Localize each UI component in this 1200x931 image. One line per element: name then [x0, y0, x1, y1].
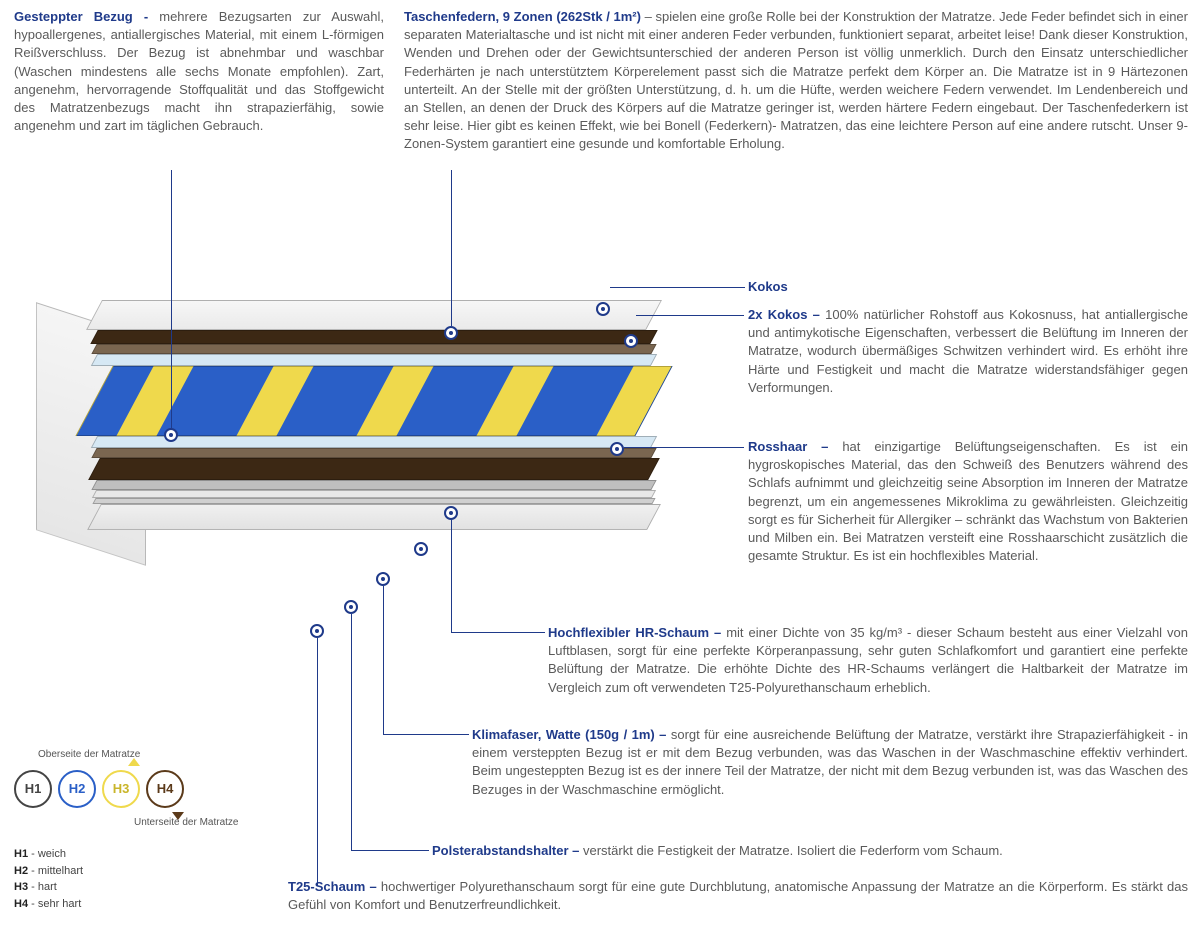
layer-hrfoam-top	[91, 354, 657, 366]
leader-polster-v	[351, 614, 352, 850]
hr-title: Hochflexibler HR-Schaum –	[548, 625, 726, 640]
springs-body: – spielen eine große Rolle bei der Konst…	[404, 9, 1188, 151]
hardness-l3-desc: - hart	[28, 881, 57, 893]
t25-title: T25-Schaum –	[288, 879, 381, 894]
layer-rosshaar-bottom	[91, 448, 656, 458]
hardness-l2: H2 - mittelhart	[14, 863, 274, 880]
hardness-h1-circle: H1	[14, 770, 52, 808]
marker-springs	[444, 326, 458, 340]
polster-body: verstärkt die Festigkeit der Matratze. I…	[583, 843, 1003, 858]
marker-polster	[344, 600, 358, 614]
leader-t25-v	[317, 638, 318, 886]
cover-description: Gesteppter Bezug - mehrere Bezugsarten z…	[14, 8, 384, 154]
top-row: Gesteppter Bezug - mehrere Bezugsarten z…	[0, 0, 1200, 154]
leader-klima-h	[383, 734, 469, 735]
hardness-h3-circle: H3	[102, 770, 140, 808]
cover-title: Gesteppter Bezug -	[14, 9, 159, 24]
hardness-list: H1 - weich H2 - mittelhart H3 - hart H4 …	[14, 846, 274, 912]
polster-title: Polsterabstandshalter –	[432, 843, 583, 858]
rosshaar-body: hat einzigartige Belüftungseigenschaften…	[748, 439, 1188, 563]
layer-kokos-top	[90, 330, 657, 344]
callout-t25: T25-Schaum – hochwertiger Polyurethansch…	[288, 878, 1188, 914]
callout-polster: Polsterabstandshalter – verstärkt die Fe…	[432, 842, 1188, 860]
klima-title: Klimafaser, Watte (150g / 1m) –	[472, 727, 671, 742]
leader-rosshaar	[624, 447, 744, 448]
mattress-diagram	[14, 210, 734, 670]
rosshaar-title: Rosshaar –	[748, 439, 842, 454]
springs-title: Taschenfedern, 9 Zonen (262Stk / 1m²)	[404, 9, 641, 24]
leader-polster-h	[351, 850, 429, 851]
callout-hrfoam: Hochflexibler HR-Schaum – mit einer Dich…	[548, 624, 1188, 697]
hardness-l4-desc: - sehr hart	[28, 898, 81, 910]
kokos-label: Kokos	[748, 279, 788, 294]
callout-klimafaser: Klimafaser, Watte (150g / 1m) – sorgt fü…	[472, 726, 1188, 799]
hardness-l3-code: H3	[14, 881, 28, 893]
marker-rosshaar	[610, 442, 624, 456]
t25-body: hochwertiger Polyurethanschaum sorgt für…	[288, 879, 1188, 912]
marker-t25	[310, 624, 324, 638]
leader-cover	[171, 170, 172, 428]
leader-hrfoam-h	[451, 632, 545, 633]
marker-kokos-bottom	[624, 334, 638, 348]
callout-kokos-label: Kokos	[748, 278, 948, 296]
marker-kokos-top	[596, 302, 610, 316]
marker-klimafaser	[376, 572, 390, 586]
layer-pocket-springs	[75, 366, 672, 436]
layer-t25-foam	[91, 480, 656, 490]
callout-2x-kokos: 2x Kokos – 100% natürlicher Rohstoff aus…	[748, 306, 1188, 397]
hardness-top-label: Oberseite der Matratze	[38, 748, 140, 762]
leader-klima-v	[383, 586, 384, 734]
leader-hrfoam-v	[451, 520, 452, 632]
layer-klimafaser	[92, 490, 656, 498]
layer-kokos-bottom	[88, 458, 660, 480]
hardness-l2-code: H2	[14, 865, 28, 877]
layer-cover-top	[86, 300, 662, 330]
callout-rosshaar: Rosshaar – hat einzigartige Belüftungsei…	[748, 438, 1188, 565]
hardness-h4-circle: H4	[146, 770, 184, 808]
hardness-l1-desc: - weich	[28, 848, 66, 860]
hardness-circles: H1 H2 H3 H4	[14, 770, 274, 808]
marker-cover-bottom	[414, 542, 428, 556]
springs-description: Taschenfedern, 9 Zonen (262Stk / 1m²) – …	[404, 8, 1188, 154]
kokos2-title: 2x Kokos –	[748, 307, 825, 322]
hardness-legend: Oberseite der Matratze H1 H2 H3 H4 Unter…	[14, 770, 274, 912]
triangle-up-icon	[128, 758, 140, 766]
cover-body: mehrere Bezugsarten zur Auswahl, hypoall…	[14, 9, 384, 133]
hardness-l4: H4 - sehr hart	[14, 896, 274, 913]
marker-hrfoam	[444, 506, 458, 520]
marker-cover	[164, 428, 178, 442]
hardness-l3: H3 - hart	[14, 879, 274, 896]
layer-rosshaar-top	[91, 344, 656, 354]
hardness-l1: H1 - weich	[14, 846, 274, 863]
hardness-l1-code: H1	[14, 848, 28, 860]
hardness-h2-circle: H2	[58, 770, 96, 808]
leader-2x-kokos	[636, 315, 744, 316]
layer-cover-bottom	[87, 504, 661, 530]
leader-springs	[451, 170, 452, 326]
leader-kokos-label	[610, 287, 745, 288]
hardness-l4-code: H4	[14, 898, 28, 910]
hardness-bottom-label: Unterseite der Matratze	[134, 816, 239, 830]
hardness-l2-desc: - mittelhart	[28, 865, 83, 877]
